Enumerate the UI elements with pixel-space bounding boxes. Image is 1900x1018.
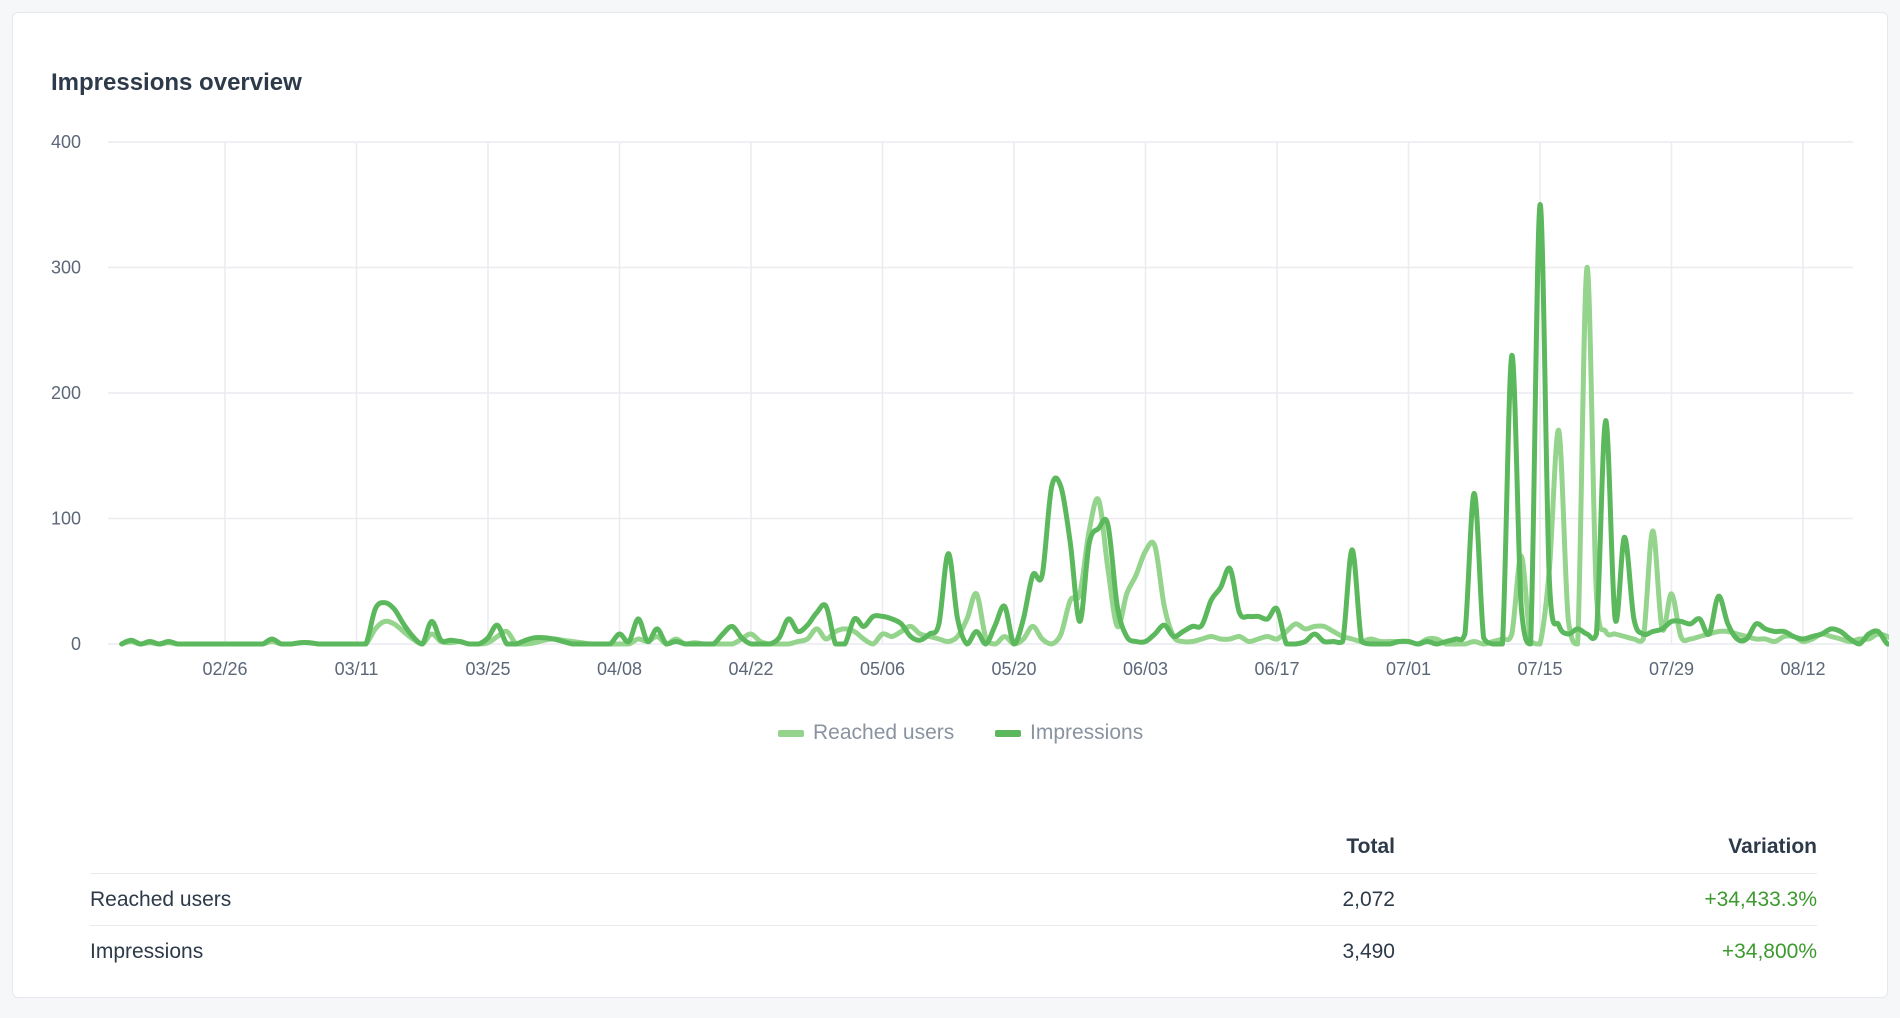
row-total: 2,072 bbox=[1095, 873, 1395, 926]
x-tick-label: 06/03 bbox=[1123, 659, 1168, 679]
y-tick-label: 100 bbox=[51, 509, 81, 529]
chart-legend[interactable]: Reached users Impressions bbox=[778, 721, 1143, 744]
row-label: Impressions bbox=[90, 939, 204, 963]
header-name bbox=[90, 821, 1095, 874]
x-tick-label: 05/06 bbox=[860, 659, 905, 679]
impressions-line bbox=[119, 202, 1889, 647]
chart-lines bbox=[119, 202, 1889, 647]
x-tick-label: 03/11 bbox=[335, 659, 379, 679]
x-tick-label: 07/15 bbox=[1517, 659, 1562, 679]
x-tick-label: 03/25 bbox=[465, 659, 510, 679]
x-tick-label: 05/20 bbox=[991, 659, 1036, 679]
x-tick-label: 07/29 bbox=[1649, 659, 1694, 679]
row-total: 3,490 bbox=[1342, 939, 1395, 963]
x-tick-label: 08/12 bbox=[1780, 659, 1825, 679]
y-tick-label: 0 bbox=[71, 634, 81, 654]
row-variation: +34,800% bbox=[1721, 939, 1817, 963]
legend-swatch bbox=[995, 730, 1021, 737]
y-tick-label: 300 bbox=[51, 258, 81, 278]
legend-label: Impressions bbox=[1030, 721, 1143, 744]
y-axis: 0 100 200 300 400 bbox=[51, 132, 81, 654]
chart-grid bbox=[108, 141, 1853, 645]
summary-row-impressions: Impressions 3,490 +34,800% bbox=[90, 926, 1817, 978]
y-tick-label: 400 bbox=[51, 132, 81, 152]
x-tick-label: 06/17 bbox=[1254, 659, 1299, 679]
x-axis: 02/26 03/11 03/25 04/08 04/22 05/06 05/20 06/03… bbox=[202, 659, 1825, 679]
summary-header-row: Total Variation bbox=[90, 821, 1817, 874]
x-tick-label: 07/01 bbox=[1386, 659, 1431, 679]
reached-users-line bbox=[119, 264, 1889, 647]
y-tick-label: 200 bbox=[51, 383, 81, 403]
x-tick-label: 02/26 bbox=[202, 659, 247, 679]
x-tick-label: 04/08 bbox=[597, 659, 642, 679]
summary-table: Total Variation Reached users 2,072 +34,… bbox=[90, 821, 1817, 977]
header-variation: Variation bbox=[1395, 821, 1817, 874]
card-title: Impressions overview bbox=[51, 69, 302, 96]
x-tick-label: 04/22 bbox=[728, 659, 773, 679]
impressions-overview-card: Impressions overview 0 100 200 300 400 02/26… bbox=[12, 12, 1889, 998]
legend-label: Reached users bbox=[813, 721, 954, 744]
header-total: Total bbox=[1095, 821, 1395, 874]
legend-swatch bbox=[778, 730, 804, 737]
row-variation: +34,433.3% bbox=[1395, 873, 1817, 926]
row-label: Reached users bbox=[90, 873, 1095, 926]
summary-row-reached-users: Reached users 2,072 +34,433.3% bbox=[90, 873, 1817, 926]
